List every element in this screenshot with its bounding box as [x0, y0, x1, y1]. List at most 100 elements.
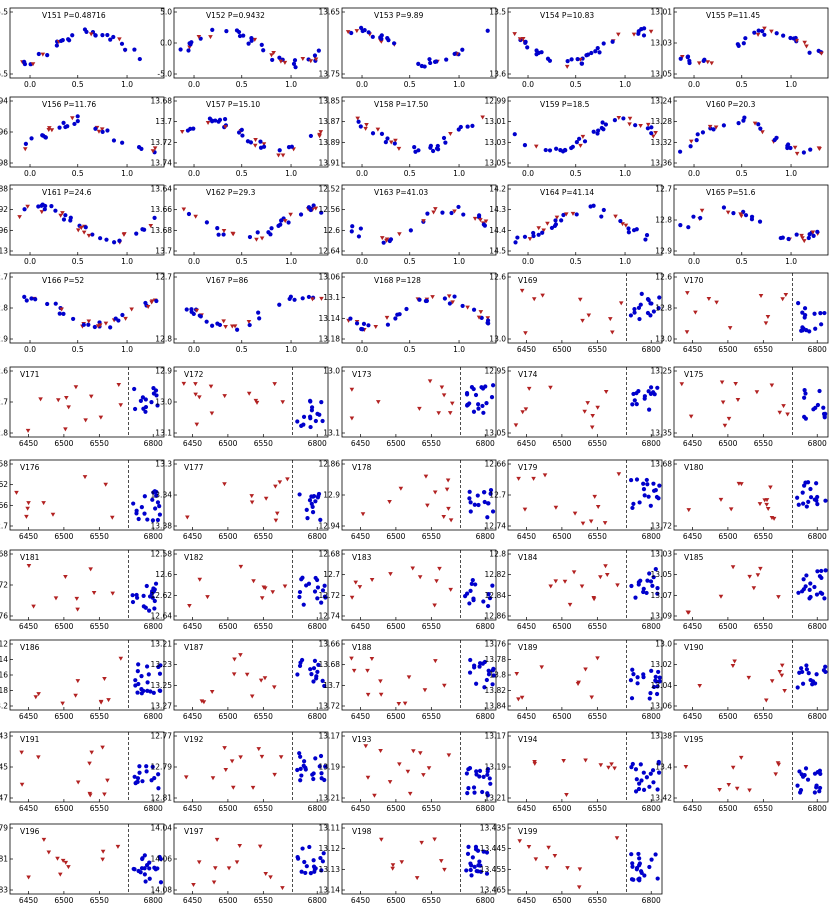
observed-point [474, 769, 479, 774]
observed-point [801, 587, 806, 592]
x-tick-label: 0.0 [356, 345, 368, 354]
plot-frame [341, 823, 497, 895]
x-tick-label: 0.5 [72, 257, 84, 266]
panel-title: V161 P=24.6 [42, 188, 92, 197]
observed-point [308, 424, 313, 430]
y-tick-label: 13.05 [651, 70, 673, 79]
upper-limit-point [595, 505, 601, 510]
upper-limit-point [616, 115, 622, 120]
observed-point [322, 594, 328, 599]
y-tick-label: 13.66 [319, 640, 341, 649]
upper-limit-point [123, 316, 128, 321]
y-tick-label: 13.85 [319, 97, 341, 106]
x-tick-label: 6500 [552, 712, 571, 721]
upper-limit-point [199, 699, 205, 704]
observed-point [310, 510, 316, 515]
observed-point [643, 237, 648, 242]
upper-limit-point [282, 219, 288, 224]
y-tick-label: 13.19 [319, 763, 341, 772]
observed-point [822, 596, 827, 601]
observed-point [811, 233, 816, 238]
x-tick-label: 0.0 [356, 80, 368, 89]
observed-point [482, 223, 487, 228]
observed-point [802, 395, 807, 400]
x-tick-label: 6450 [683, 532, 702, 541]
observed-point [631, 501, 636, 506]
observed-point [248, 140, 254, 145]
y-tick-label: 13.72 [0, 581, 8, 590]
x-tick-label: 6500 [552, 804, 571, 813]
upper-limit-point [437, 566, 442, 571]
upper-limit-point [31, 604, 36, 609]
upper-limit-point [616, 32, 621, 37]
observed-point [749, 217, 755, 222]
upper-limit-point [751, 586, 757, 591]
observed-point [539, 50, 544, 55]
observed-point [651, 488, 657, 493]
upper-limit-point [577, 297, 583, 302]
panel-title: V181 [20, 553, 40, 562]
upper-limit-point [232, 657, 237, 662]
panel-title: V184 [518, 553, 538, 562]
observed-point [562, 147, 568, 153]
upper-limit-point [60, 701, 65, 706]
observed-point [299, 773, 304, 778]
observed-point [823, 568, 828, 573]
x-tick-label: 6500 [54, 532, 73, 541]
observed-point [298, 766, 303, 771]
upper-limit-point [478, 218, 483, 223]
upper-limit-point [706, 296, 712, 301]
observed-point [653, 852, 658, 857]
upper-limit-point [405, 769, 411, 774]
upper-limit-point [152, 146, 158, 151]
panel-title: V169 [518, 276, 538, 285]
upper-limit-point [779, 673, 785, 678]
observed-point [469, 873, 474, 878]
observed-point [315, 585, 321, 590]
upper-limit-point [60, 858, 66, 863]
observed-point [269, 226, 274, 231]
observed-point [349, 229, 354, 234]
y-tick-label: 12.47 [0, 794, 8, 803]
observed-point [311, 858, 316, 863]
x-tick-label: 6500 [718, 622, 737, 631]
upper-limit-point [33, 695, 39, 700]
upper-limit-point [41, 501, 46, 506]
observed-point [702, 57, 707, 62]
observed-point [303, 765, 308, 770]
y-tick-label: 13.4 [655, 763, 672, 772]
upper-limit-point [273, 518, 279, 523]
observed-point [477, 213, 482, 218]
observed-point [655, 591, 660, 596]
upper-limit-point [196, 860, 202, 865]
y-tick-label: -5.0 [157, 70, 172, 79]
observed-point [808, 495, 814, 500]
observed-point [93, 33, 98, 38]
y-tick-label: 13.05 [651, 570, 673, 579]
observed-point [198, 314, 203, 319]
observed-point [515, 235, 520, 240]
observed-point [292, 297, 297, 302]
observed-point [468, 657, 473, 663]
observed-point [760, 28, 765, 34]
observed-point [808, 594, 813, 600]
upper-limit-point [736, 481, 742, 486]
observed-point [488, 487, 494, 493]
observed-point [309, 672, 314, 677]
upper-limit-point [250, 785, 256, 790]
upper-limit-point [57, 872, 63, 877]
observed-point [319, 776, 324, 781]
y-tick-label: 12.7 [0, 522, 8, 531]
y-tick-label: 13.24 [651, 97, 673, 106]
observed-point [140, 227, 145, 232]
y-tick-label: 13.0 [323, 367, 340, 376]
y-tick-label: 0.0 [160, 39, 172, 48]
observed-point [33, 297, 38, 302]
y-tick-label: 12.82 [485, 570, 507, 579]
upper-limit-point [546, 845, 551, 850]
upper-limit-point [631, 32, 637, 37]
y-tick-label: 13.32 [651, 138, 673, 147]
